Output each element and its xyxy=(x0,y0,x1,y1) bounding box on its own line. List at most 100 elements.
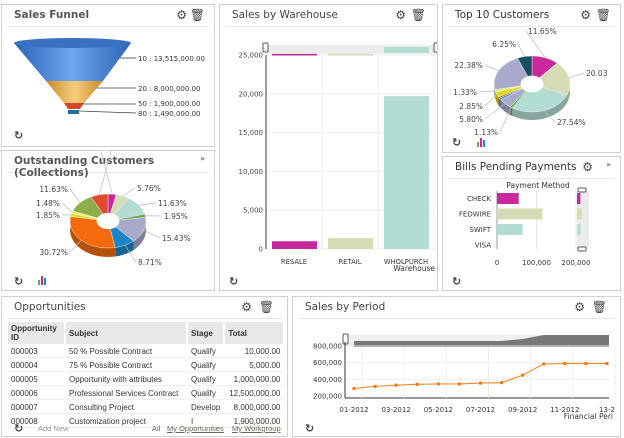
funnel-stage-10 xyxy=(14,43,131,81)
trash-icon[interactable]: 🗑 xyxy=(591,300,607,314)
pie-label: 11.63% xyxy=(39,185,68,194)
data-point xyxy=(521,373,525,377)
sales-by-period-widget: Sales by Period ⚙ 🗑 200,000 400,000 600,000… xyxy=(292,296,621,437)
outstanding-customers-widget: Outstanding Customers (Collections) » 5.… xyxy=(1,150,215,291)
pie-label: 27.54% xyxy=(557,118,586,127)
x-tick-label: 11-2012 xyxy=(550,406,579,414)
x-tick-label: 09-2012 xyxy=(508,406,537,414)
y-tick-label: 10,000 xyxy=(239,168,264,176)
y-tick-label: VISA xyxy=(475,242,491,250)
pie-slice-side xyxy=(115,240,134,257)
widget-title: Sales by Warehouse xyxy=(232,9,338,21)
y-tick-label: 400,000 xyxy=(313,376,342,384)
navigator-handle-left xyxy=(262,42,269,53)
trash-icon[interactable]: 🗑 xyxy=(595,8,611,22)
data-point xyxy=(436,382,440,386)
funnel-stage-80 xyxy=(68,110,79,114)
filter-my-workgroup-link[interactable]: My Workgroup xyxy=(232,424,281,433)
bills-pending-payments-widget: Bills Pending Payments ⚙ » Payment Method… xyxy=(442,156,621,291)
funnel-chart: 10 : 13,515,000.00 20 : 8,000,000.00 50 : … xyxy=(14,38,205,118)
table-cell: I xyxy=(188,415,224,428)
widget-title: Sales Funnel xyxy=(14,9,90,21)
navigator-bar xyxy=(577,208,582,220)
column-header[interactable]: Total xyxy=(225,322,284,344)
pie-label: 1.85% xyxy=(36,211,60,220)
expand-icon[interactable]: » xyxy=(606,160,611,169)
chart-type-icon[interactable] xyxy=(477,138,486,147)
table-cell: 10,000.00 xyxy=(225,345,284,358)
column-header[interactable]: Opportunity ID xyxy=(8,322,64,344)
pie-slice-side xyxy=(133,217,146,250)
gear-icon[interactable]: ⚙ xyxy=(241,300,252,314)
table-row[interactable]: 000006 Professional Services Contract Qual… xyxy=(8,387,284,400)
bar xyxy=(328,238,373,249)
bar xyxy=(497,224,523,235)
funnel-label: 10 : 13,515,000.00 xyxy=(138,55,205,63)
table-cell: Qualify xyxy=(188,359,224,372)
y-tick-label: 25,000 xyxy=(239,52,264,60)
table-row[interactable]: 000005 Opportunity with attributes Qualify… xyxy=(8,373,284,386)
table-row[interactable]: 000007 Consulting Project Develop 8,000,000… xyxy=(8,401,284,414)
gear-icon[interactable]: ⚙ xyxy=(395,8,406,22)
bar xyxy=(497,193,519,204)
label-connector xyxy=(499,107,512,133)
pie-label: 5.80% xyxy=(459,115,483,124)
refresh-icon[interactable]: ↻ xyxy=(14,422,24,435)
gear-icon[interactable]: ⚙ xyxy=(582,160,593,174)
gear-icon[interactable]: ⚙ xyxy=(580,8,591,22)
filter-all-link[interactable]: All xyxy=(152,424,161,433)
filter-my-opportunities-link[interactable]: My Opportunities xyxy=(167,424,224,433)
data-point xyxy=(500,381,504,385)
refresh-icon[interactable]: ↻ xyxy=(14,275,24,288)
bar xyxy=(497,208,543,220)
label-connector xyxy=(124,244,137,263)
navigator-bar xyxy=(328,54,373,56)
data-point xyxy=(457,382,461,386)
table-cell: 000008 xyxy=(8,415,64,428)
refresh-icon[interactable]: ↻ xyxy=(452,136,462,149)
table-cell: 000007 xyxy=(8,401,64,414)
add-new-button[interactable]: Add New xyxy=(38,424,69,433)
refresh-icon[interactable]: ↻ xyxy=(229,275,239,288)
sales-funnel-widget: Sales Funnel ⚙ 🗑 10 : 13,515,000.00 20 : 8… xyxy=(1,4,215,147)
table-row[interactable]: 000004 75 % Possible Contract Qualify 5,000… xyxy=(8,359,284,372)
x-tick-label: RETAIL xyxy=(338,258,361,266)
data-point xyxy=(542,362,546,366)
pie-label: 15.43% xyxy=(162,234,191,243)
table-cell: 1,000,000.00 xyxy=(225,373,284,386)
refresh-icon[interactable]: ↻ xyxy=(14,129,24,142)
refresh-icon[interactable]: ↻ xyxy=(452,275,462,288)
navigator-bar xyxy=(384,47,429,53)
navigator-series xyxy=(354,335,609,347)
expand-icon[interactable]: » xyxy=(200,154,205,163)
trash-icon[interactable]: 🗑 xyxy=(410,8,426,22)
x-tick-label: 13-2 xyxy=(599,406,615,414)
x-tick-label: 01-2012 xyxy=(339,406,368,414)
column-header[interactable]: Stage xyxy=(188,322,224,344)
table-cell: Qualify xyxy=(188,373,224,386)
pie-label: 22.38% xyxy=(454,61,483,70)
y-tick-label: SWIFT xyxy=(469,226,491,234)
table-row[interactable]: 000008 Customization project I 1,900,000.00 xyxy=(8,415,284,428)
navigator-bar xyxy=(577,224,581,235)
gear-icon[interactable]: ⚙ xyxy=(176,8,187,22)
chart-type-icon[interactable] xyxy=(38,276,47,285)
label-connector xyxy=(138,202,157,206)
widget-title: Sales by Period xyxy=(305,301,386,313)
top10-pie-chart: 11.65% 20.03 27.54% 1.13% 5.80% 2.85% 1.33% 22.… xyxy=(453,27,608,137)
pie-slice-side xyxy=(70,216,116,257)
trash-icon[interactable]: 🗑 xyxy=(258,300,274,314)
label-connector xyxy=(484,64,499,72)
trash-icon[interactable]: 🗑 xyxy=(189,8,205,22)
warehouse-bar-chart: 0 5,000 10,000 15,000 20,000 25,000 RESALE RETA… xyxy=(239,42,437,273)
label-connector xyxy=(69,188,81,203)
table-row[interactable]: 000003 50 % Possible Contract Qualify 10,00… xyxy=(8,345,284,358)
x-axis-title: Warehouse xyxy=(393,264,435,273)
table-cell: Opportunity with attributes xyxy=(66,373,186,386)
x-tick-label: 0 xyxy=(495,259,499,267)
column-header[interactable]: Subject xyxy=(66,322,186,344)
label-connector xyxy=(122,187,136,197)
gear-icon[interactable]: ⚙ xyxy=(574,300,585,314)
refresh-icon[interactable]: ↻ xyxy=(305,422,315,435)
bar xyxy=(272,241,317,249)
